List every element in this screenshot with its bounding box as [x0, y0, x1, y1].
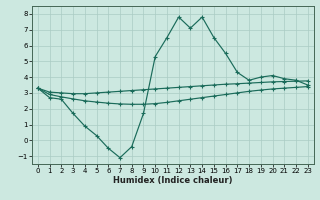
X-axis label: Humidex (Indice chaleur): Humidex (Indice chaleur) — [113, 176, 233, 185]
